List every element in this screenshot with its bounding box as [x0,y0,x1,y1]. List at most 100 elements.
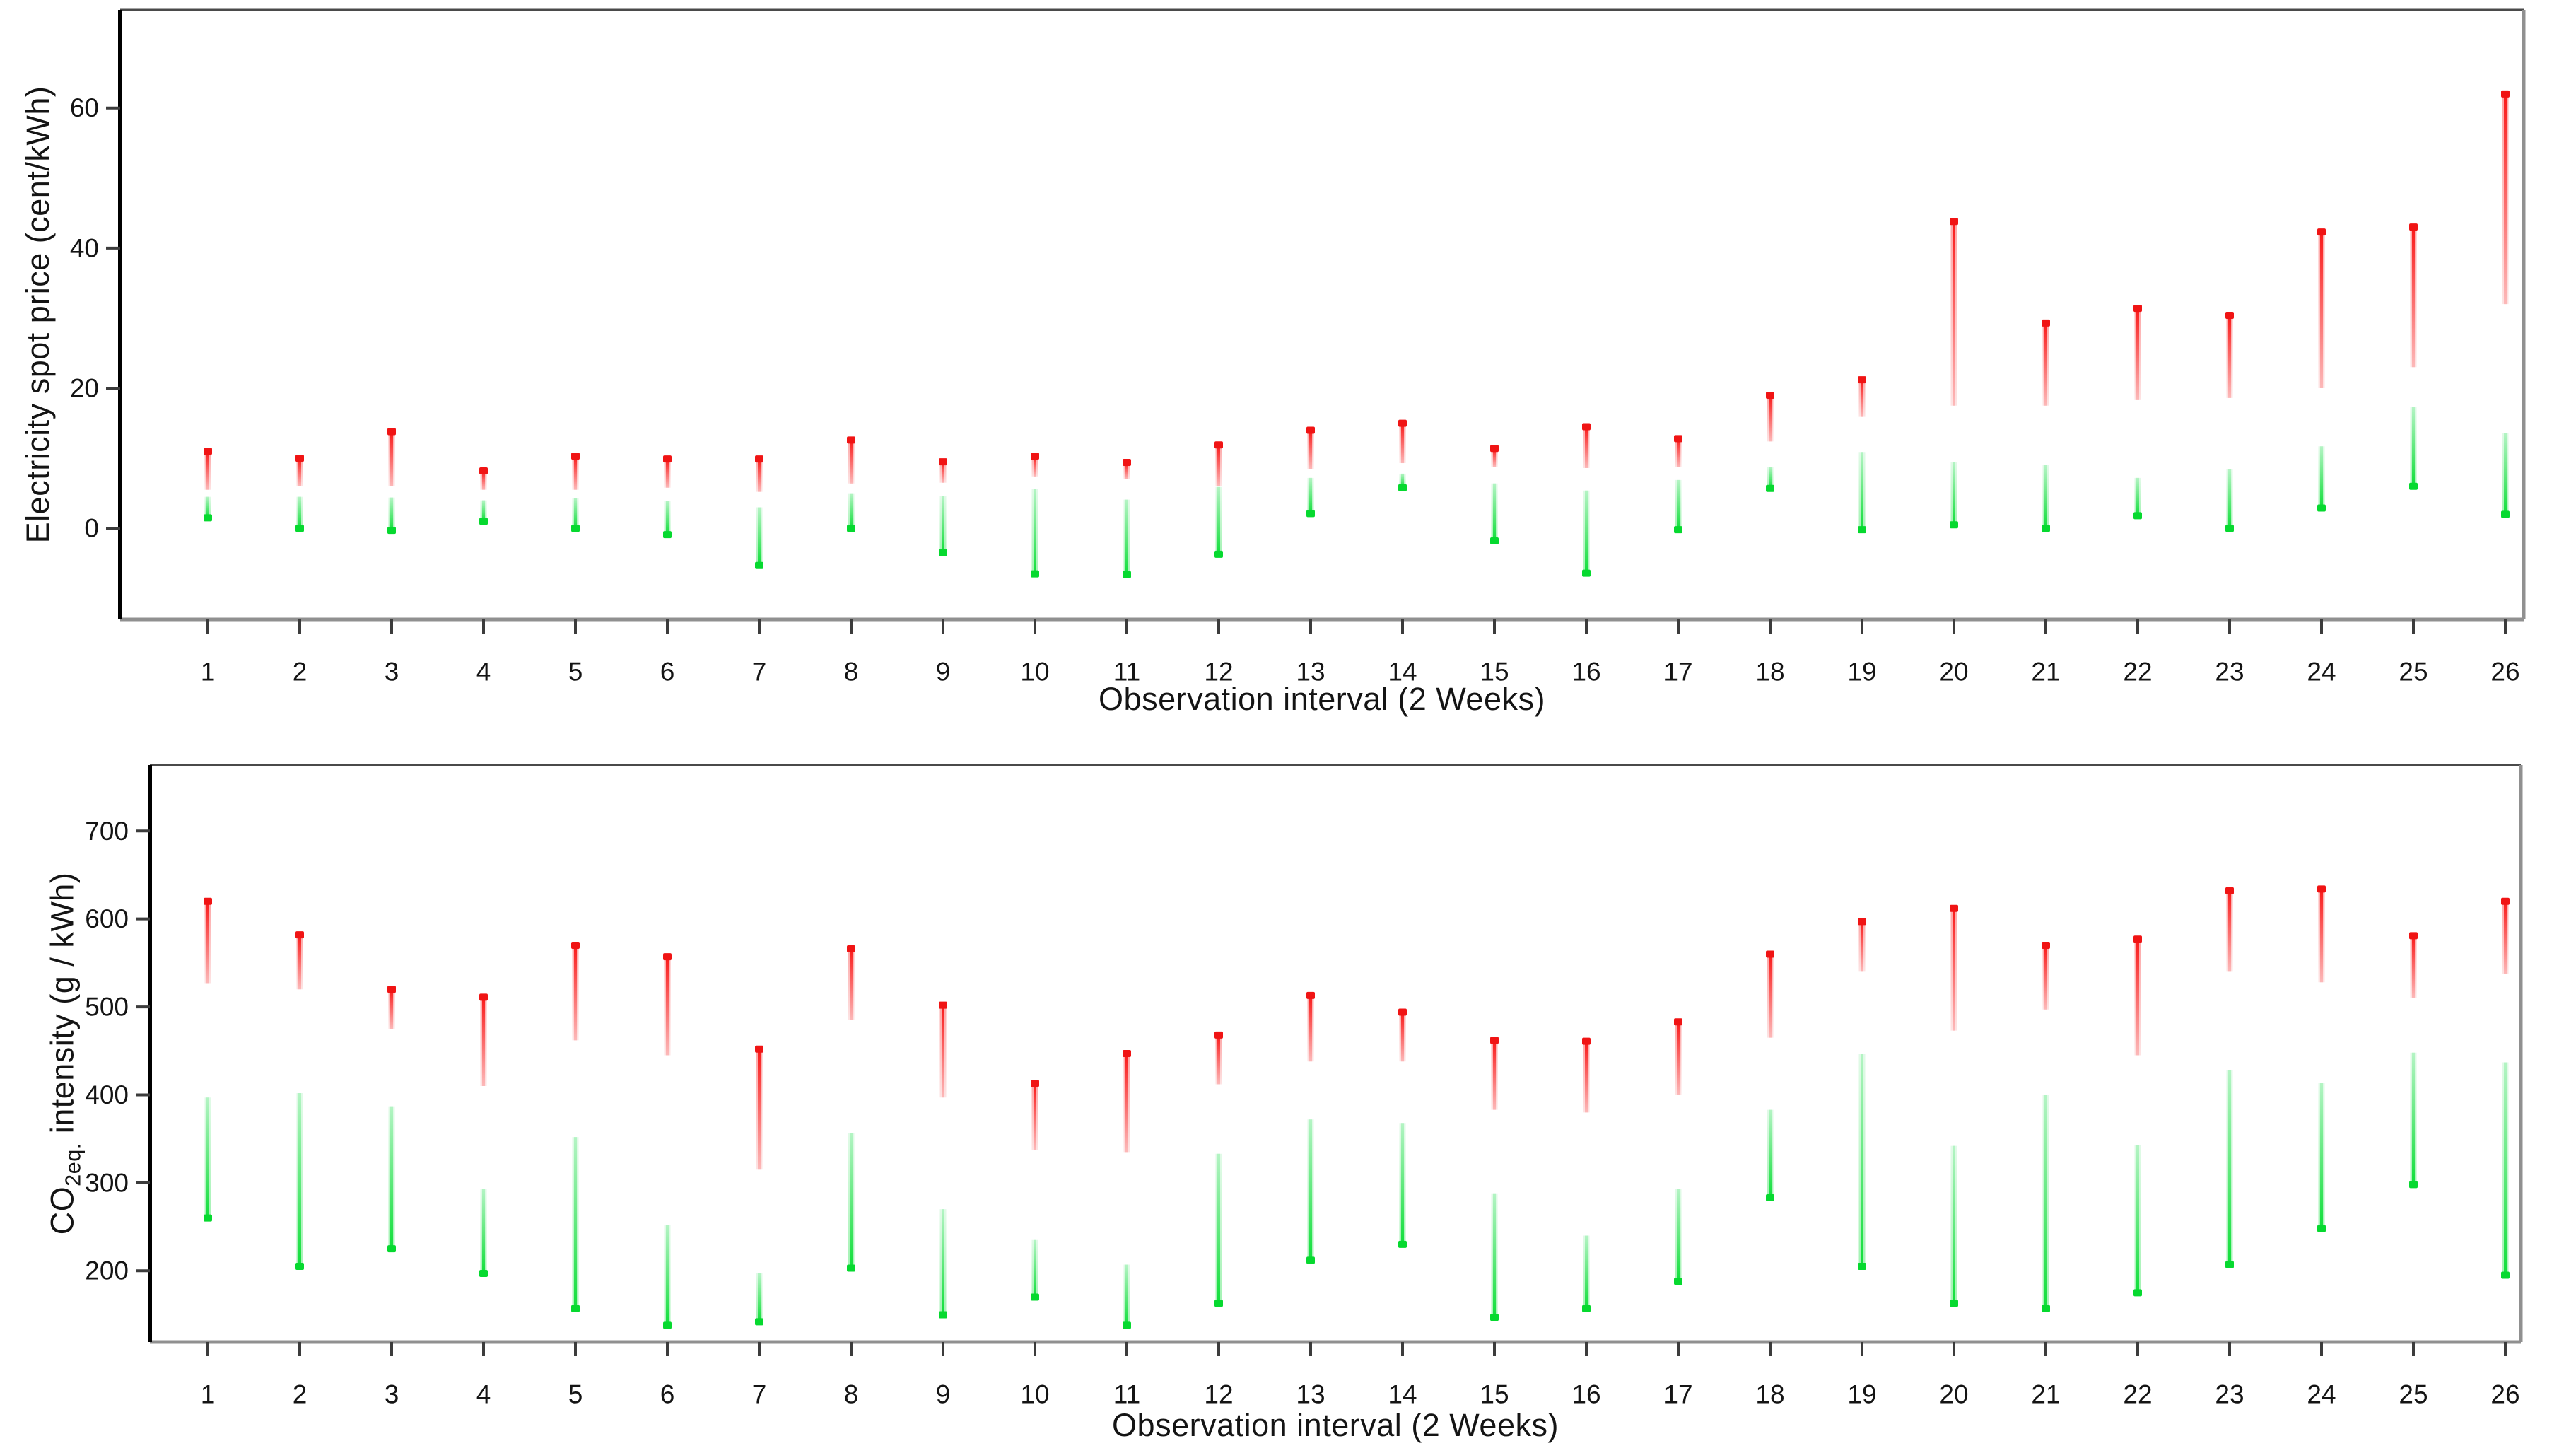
b-x-tick-label: 21 [2031,1380,2060,1409]
co2-title-text: CO [44,1186,81,1235]
lower-price-range-green-endpoint-dot [1306,510,1315,518]
b-x-tick-label: 3 [385,1380,399,1409]
lower-price-range-green-endpoint-dot [295,525,304,532]
lower-co2-range-green-endpoint-dot [1123,1321,1131,1329]
upper-price-range-red-endpoint-dot [2225,311,2234,319]
t-x-tick-label: 2 [293,658,308,687]
lower-co2-range-green-endpoint-dot [663,1321,672,1329]
t-y-tick-label: 60 [70,93,99,122]
b-x-tick-label: 26 [2490,1380,2519,1409]
b-x-tick-label: 6 [660,1380,675,1409]
upper-price-range-red-endpoint-dot [847,436,855,444]
t-y-tick-label: 40 [70,233,99,262]
lower-co2-range-green-endpoint-dot [1674,1278,1682,1285]
lower-price-range-green-endpoint-dot [2133,512,2142,520]
lower-co2-range-green-endpoint-dot [204,1214,212,1222]
lower-price-range-green-endpoint-dot [847,525,855,532]
t-x-tick-label: 25 [2399,658,2428,687]
t-x-tick-label: 4 [476,658,491,687]
lower-co2-range-green-endpoint-dot [2042,1305,2050,1312]
t-x-tick-label: 13 [1296,658,1325,687]
upper-co2-range-red-endpoint-dot [1490,1037,1499,1044]
lower-price-range-green-endpoint-dot [939,549,947,556]
co2-y-axis-title: CO2eq. intensity (g / kWh) [45,873,86,1235]
lower-price-range-green-endpoint-dot [1950,521,1958,529]
t-x-tick-label: 26 [2490,658,2519,687]
upper-price-range-red-endpoint-dot [1950,218,1958,226]
upper-co2-range-red-endpoint-dot [939,1001,947,1009]
b-x-tick-label: 10 [1020,1380,1049,1409]
lower-price-range-green-endpoint-dot [1674,526,1682,534]
upper-price-range-red-endpoint-dot [479,467,488,474]
lower-price-range-green-endpoint-dot [2501,510,2510,518]
b-y-tick-label: 500 [85,993,129,1022]
upper-price-range-red-endpoint-dot [1490,445,1499,453]
b-x-tick-label: 4 [476,1380,491,1409]
lower-price-range-green-endpoint-dot [1123,571,1131,578]
upper-price-range-red-endpoint-dot [1674,435,1682,443]
lower-co2-range-green-endpoint-dot [2317,1225,2326,1232]
lower-co2-range-green-endpoint-dot [1950,1300,1958,1307]
upper-price-range-red-endpoint-dot [571,453,580,460]
lower-co2-range-green-endpoint-dot [2225,1261,2234,1268]
upper-co2-range-red-endpoint-dot [2409,932,2418,940]
upper-co2-range-red-endpoint-dot [1398,1008,1407,1016]
upper-price-range-red-endpoint-dot [2409,223,2418,231]
upper-co2-range-red-endpoint-dot [1766,950,1774,958]
upper-co2-range-red-endpoint-dot [1031,1080,1039,1087]
b-y-tick-label: 700 [85,817,129,846]
lower-price-range-green-endpoint-dot [1582,569,1591,577]
t-x-tick-label: 10 [1020,658,1049,687]
upper-price-range-red-endpoint-dot [1214,441,1223,449]
lower-price-range-green-endpoint-dot [479,518,488,525]
t-y-tick-label: 0 [84,514,99,543]
b-x-tick-label: 14 [1388,1380,1417,1409]
lower-co2-range-green-endpoint-dot [1858,1263,1866,1271]
lower-price-range-green-endpoint-dot [2409,482,2418,490]
t-x-tick-label: 16 [1571,658,1600,687]
b-x-tick-label: 1 [201,1380,216,1409]
t-x-tick-label: 21 [2031,658,2060,687]
lower-co2-range-green-endpoint-dot [847,1264,855,1272]
t-x-tick-label: 11 [1113,658,1140,687]
t-x-tick-label: 24 [2307,658,2336,687]
lower-price-range-green-endpoint-dot [204,514,212,522]
price-x-axis-title: Observation interval (2 Weeks) [1099,681,1545,717]
lower-co2-range-green-endpoint-dot [1766,1194,1774,1201]
upper-co2-range-red-endpoint-dot [1950,904,1958,912]
b-x-tick-label: 8 [844,1380,859,1409]
b-x-tick-label: 2 [293,1380,308,1409]
upper-price-range-red-endpoint-dot [755,455,763,463]
upper-co2-range-red-endpoint-dot [1858,918,1866,926]
lower-co2-range-green-endpoint-dot [939,1311,947,1319]
t-x-tick-label: 8 [844,658,859,687]
upper-co2-range-red-endpoint-dot [204,897,212,905]
b-x-tick-label: 5 [568,1380,583,1409]
lower-price-range-green-endpoint-dot [755,561,763,569]
upper-co2-range-red-endpoint-dot [847,945,855,952]
t-y-tick-label: 20 [70,374,99,403]
b-x-tick-label: 25 [2399,1380,2428,1409]
upper-co2-range-red-endpoint-dot [479,993,488,1001]
co2-title-text: intensity (g / kWh) [44,872,81,1143]
t-x-tick-label: 23 [2215,658,2244,687]
b-x-tick-label: 11 [1113,1380,1140,1409]
upper-co2-range-red-endpoint-dot [2501,897,2510,905]
b-x-tick-label: 9 [936,1380,951,1409]
lower-price-range-green-endpoint-dot [1490,537,1499,545]
upper-price-range-red-endpoint-dot [204,448,212,455]
lower-price-range-green-endpoint-dot [1398,484,1407,491]
t-x-tick-label: 12 [1204,658,1233,687]
t-x-tick-label: 9 [936,658,951,687]
b-x-tick-label: 15 [1480,1380,1509,1409]
lower-price-range-green-endpoint-dot [663,531,672,539]
b-y-tick-label: 600 [85,904,129,933]
upper-co2-range-red-endpoint-dot [663,953,672,961]
upper-price-range-red-endpoint-dot [2133,305,2142,313]
lower-co2-range-green-endpoint-dot [1306,1256,1315,1264]
t-x-tick-label: 5 [568,658,583,687]
upper-price-range-red-endpoint-dot [1766,391,1774,399]
t-x-tick-label: 19 [1847,658,1876,687]
b-y-tick-label: 300 [85,1168,129,1197]
upper-price-range-red-endpoint-dot [1306,426,1315,434]
